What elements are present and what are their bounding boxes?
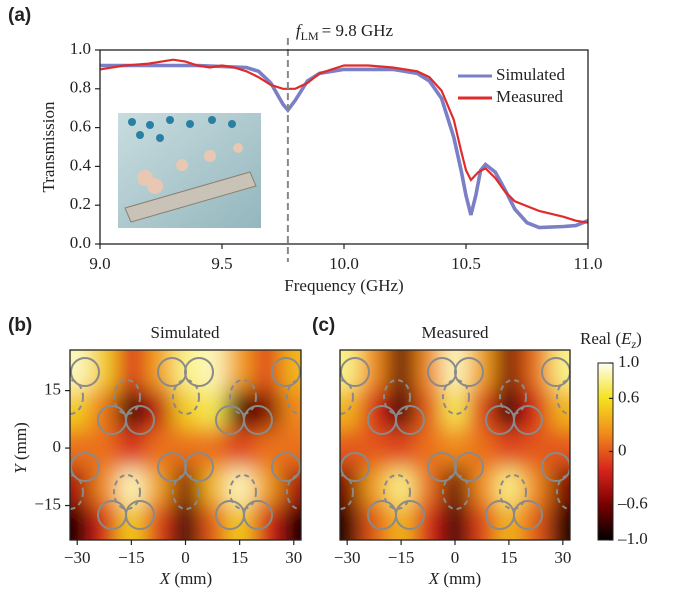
heatmap-cell [280,429,332,468]
colorbar-tick-label: 1.0 [618,352,639,371]
x-tick-label: −15 [388,548,415,567]
colorbar-tick-label: –0.6 [617,494,648,513]
x-tick-label: 0 [181,548,190,567]
symbol: Y [11,463,30,474]
text: ) [636,329,642,348]
heatmap-cell [415,506,443,571]
unit: (mm) [11,422,30,460]
y-tick-label: 15 [44,380,61,399]
y-tick-label: 0.8 [70,78,91,97]
heatmap-cell [522,506,550,571]
y-tick-label: 0.6 [70,117,91,136]
annotation: fLM= 9.8 GHz [296,21,394,43]
x-tick-label: −15 [118,548,145,567]
y-tick-label: 0.0 [70,233,91,252]
y-tick-label: 0.4 [70,155,92,174]
y-tick-label: 0 [53,437,62,456]
x-tick-label: 30 [285,548,302,567]
x-tick-label: 15 [500,548,517,567]
heatmap-cell [253,506,281,571]
y-tick-label: −15 [34,494,61,513]
x-axis-label: Frequency (GHz) [284,276,403,295]
heatmap-cell [172,391,200,430]
x-axis-label: X (mm) [159,569,212,588]
legend-label: Simulated [496,65,565,84]
x-tick-label: 9.5 [211,254,232,273]
x-tick-label: −30 [334,548,361,567]
unit: (mm) [443,569,481,588]
heatmap-cell [549,429,601,468]
symbol: X [159,569,171,588]
legend-label: Measured [496,87,564,106]
x-tick-label: 10.0 [329,254,359,273]
colorbar-label: Real (Ez) [580,329,642,351]
x-tick-label: 9.0 [89,254,110,273]
text: = 9.8 GHz [322,21,394,40]
unit: (mm) [174,569,212,588]
heatmap-cell [361,429,389,468]
heatmap-cell [145,506,173,571]
x-tick-label: 15 [231,548,248,567]
y-axis-label: Y (mm) [11,422,30,474]
heatmap-cell [468,506,496,571]
symbol: X [428,569,440,588]
symbol: E [620,329,632,348]
panel-label: (c) [312,315,335,336]
y-axis-label: Transmission [39,101,58,193]
x-tick-label: 0 [451,548,460,567]
heatmap-cell [91,429,119,468]
x-tick-label: 30 [554,548,571,567]
panel-title: Simulated [151,323,220,342]
heatmap-cell [199,467,227,506]
colorbar-tick-label: 0.6 [618,387,639,406]
colorbar-tick-label: –1.0 [617,529,648,548]
subscript: LM [301,29,319,43]
panel-label: (a) [8,5,31,26]
panel-label: (b) [8,315,32,336]
figure: (a) (b) (c) Frequency (GHz) Transmission… [0,0,674,594]
x-tick-label: −30 [64,548,91,567]
text: Real ( [580,329,621,348]
panel-title: Measured [421,323,489,342]
heatmap-cell [468,391,496,430]
colorbar-tick-label: 0 [618,440,627,459]
x-axis-label: X (mm) [428,569,481,588]
heatmap-cell [91,506,119,571]
heatmap-cell [253,320,281,392]
y-tick-label: 0.2 [70,194,91,213]
x-tick-label: 11.0 [573,254,602,273]
heatmap-cell [199,391,227,430]
heatmap-cell [310,467,362,506]
y-tick-label: 1.0 [70,39,91,58]
heatmap-cell [549,467,601,506]
heatmap-cell [361,506,389,571]
x-tick-label: 10.5 [451,254,481,273]
heatmap-cell [280,391,332,430]
inset-photo [117,112,262,229]
heatmap-cell [310,429,362,468]
heatmap-cell [199,506,227,571]
